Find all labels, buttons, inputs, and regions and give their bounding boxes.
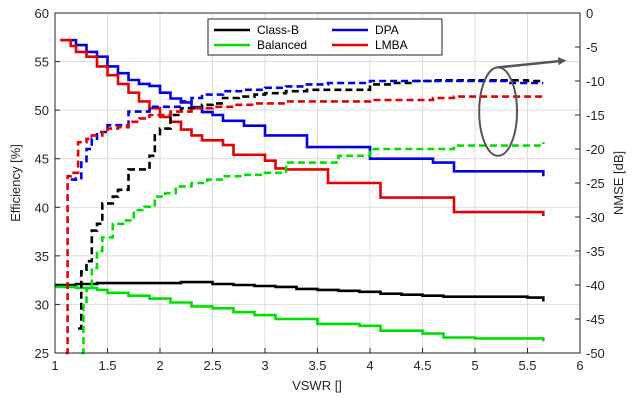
right-axis-arrow (497, 57, 567, 69)
y-left-tick-label: 45 (35, 152, 49, 167)
y-right-tick-label: -5 (586, 40, 598, 55)
legend: Class-B DPA Balanced LMBA (207, 18, 443, 56)
y-right-tick-label: -40 (586, 278, 605, 293)
x-tick-label: 4.5 (413, 358, 431, 373)
y-axis-left-title: Efficiency [%] (8, 144, 23, 222)
y-right-tick-label: -10 (586, 74, 605, 89)
series-dpa-nmse (70, 79, 544, 181)
series-balanced-nmse (81, 142, 545, 355)
series-layer (55, 38, 545, 355)
x-tick-label: 2.5 (203, 358, 221, 373)
series-lmba (60, 38, 545, 216)
x-tick-label: 3 (261, 358, 268, 373)
annotation-layer (478, 57, 567, 157)
ticks-layer: 1 1.5 2 2.5 3 3.5 4 4.5 5 5.5 62530354045505560-50… (35, 6, 605, 373)
series-class-b-nmse (78, 79, 544, 330)
y-right-tick-label: -50 (586, 346, 605, 361)
y-right-tick-label: 0 (586, 6, 593, 21)
y-right-tick-label: -25 (586, 176, 605, 191)
legend-box (207, 18, 443, 56)
y-left-tick-label: 30 (35, 297, 49, 312)
y-right-tick-label: -45 (586, 312, 605, 327)
x-tick-label: 2 (156, 358, 163, 373)
legend-label: Class-B (257, 23, 299, 37)
y-left-tick-label: 35 (35, 249, 49, 264)
x-tick-label: 5.5 (518, 358, 536, 373)
y-left-tick-label: 25 (35, 346, 49, 361)
y-right-tick-label: -35 (586, 244, 605, 259)
y-axis-right-title: NMSE [dB] (611, 151, 626, 215)
series-dpa (60, 38, 545, 177)
y-left-tick-label: 40 (35, 200, 49, 215)
series-class-b (55, 280, 545, 302)
y-right-tick-label: -30 (586, 210, 605, 225)
legend-label: DPA (375, 23, 399, 37)
x-tick-label: 3.5 (308, 358, 326, 373)
y-right-tick-label: -20 (586, 142, 605, 157)
y-left-tick-label: 60 (35, 6, 49, 21)
legend-label: Balanced (257, 38, 307, 52)
y-left-tick-label: 50 (35, 103, 49, 118)
y-left-tick-label: 55 (35, 55, 49, 70)
x-tick-label: 1.5 (98, 358, 116, 373)
x-tick-label: 5 (471, 358, 478, 373)
x-tick-label: 1 (51, 358, 58, 373)
x-tick-label: 4 (366, 358, 373, 373)
series-balanced (55, 285, 545, 342)
x-axis-title: VSWR [] (292, 378, 342, 393)
y-right-tick-label: -15 (586, 108, 605, 123)
series-lmba-nmse (65, 95, 544, 355)
x-tick-label: 6 (576, 358, 583, 373)
legend-label: LMBA (375, 38, 408, 52)
